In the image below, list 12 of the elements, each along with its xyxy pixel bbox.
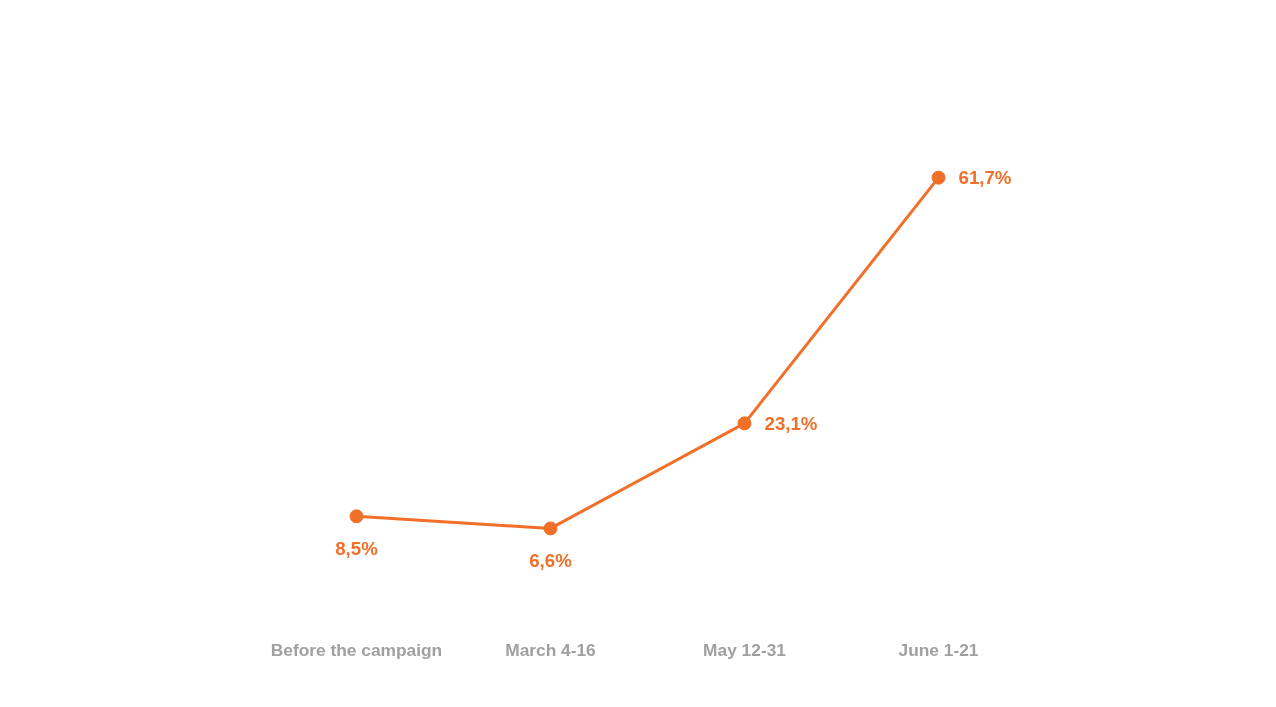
x-tick-label: May 12-31: [703, 639, 787, 660]
point: [931, 170, 946, 185]
x-tick-label: Before the campaign: [270, 639, 443, 660]
point: [543, 521, 558, 536]
data-label: 23,1%: [764, 412, 818, 434]
data-label: 61,7%: [958, 167, 1012, 189]
x-tick-label: March 4-16: [505, 639, 597, 660]
point: [349, 509, 364, 524]
data-label: 8,5%: [335, 538, 379, 560]
data-label: 6,6%: [529, 550, 573, 572]
x-tick-label: June 1-21: [898, 639, 979, 660]
point: [737, 416, 752, 431]
